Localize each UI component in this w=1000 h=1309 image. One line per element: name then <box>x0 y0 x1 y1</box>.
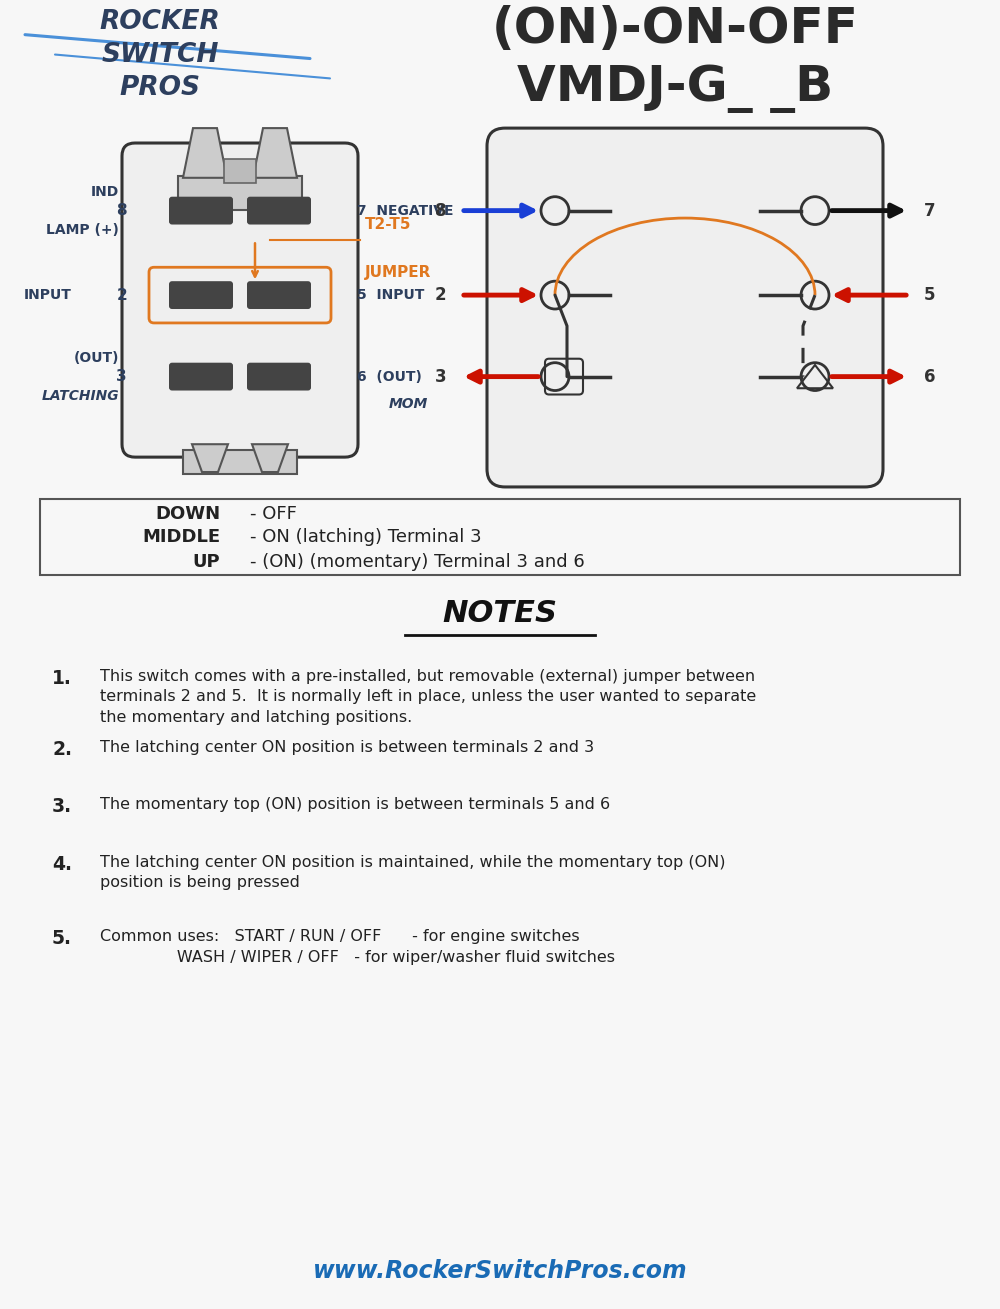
FancyBboxPatch shape <box>183 450 297 474</box>
Text: 8: 8 <box>434 202 446 220</box>
Text: (ON)-ON-OFF: (ON)-ON-OFF <box>492 5 858 52</box>
Text: DOWN: DOWN <box>155 505 220 524</box>
Text: 5: 5 <box>924 287 936 304</box>
Text: 5.: 5. <box>52 929 72 948</box>
Text: This switch comes with a pre-installed, but removable (external) jumper between
: This switch comes with a pre-installed, … <box>100 669 756 725</box>
Text: NOTES: NOTES <box>442 598 558 628</box>
Text: LATCHING: LATCHING <box>41 389 119 403</box>
FancyBboxPatch shape <box>247 196 311 225</box>
FancyBboxPatch shape <box>487 128 883 487</box>
Text: SWITCH: SWITCH <box>101 42 219 68</box>
FancyBboxPatch shape <box>178 175 302 209</box>
Text: www.RockerSwitchPros.com: www.RockerSwitchPros.com <box>313 1259 687 1283</box>
Text: IND: IND <box>91 185 119 199</box>
Polygon shape <box>192 444 228 473</box>
FancyBboxPatch shape <box>40 499 960 576</box>
Text: 6: 6 <box>924 368 936 386</box>
Text: 7: 7 <box>924 202 936 220</box>
Text: ROCKER: ROCKER <box>100 9 220 35</box>
Text: 4.: 4. <box>52 855 72 873</box>
Polygon shape <box>252 444 288 473</box>
Text: INPUT: INPUT <box>24 288 72 302</box>
Text: UP: UP <box>192 552 220 571</box>
FancyBboxPatch shape <box>224 158 256 183</box>
Text: PROS: PROS <box>120 76 200 101</box>
Text: - (ON) (momentary) Terminal 3 and 6: - (ON) (momentary) Terminal 3 and 6 <box>250 552 585 571</box>
Text: 3.: 3. <box>52 797 72 816</box>
Text: The latching center ON position is maintained, while the momentary top (ON)
posi: The latching center ON position is maint… <box>100 855 726 890</box>
Text: 1.: 1. <box>52 669 72 687</box>
Text: 6  (OUT): 6 (OUT) <box>357 369 422 384</box>
Text: 7  NEGATIVE: 7 NEGATIVE <box>357 204 454 217</box>
Polygon shape <box>183 128 227 178</box>
Text: 3: 3 <box>434 368 446 386</box>
Text: The momentary top (ON) position is between terminals 5 and 6: The momentary top (ON) position is betwe… <box>100 797 610 812</box>
Text: MOM: MOM <box>389 398 428 411</box>
Text: 5  INPUT: 5 INPUT <box>357 288 424 302</box>
Polygon shape <box>253 128 297 178</box>
Text: 8: 8 <box>116 203 127 219</box>
Text: 2.: 2. <box>52 741 72 759</box>
Text: T2-T5: T2-T5 <box>365 217 412 233</box>
FancyBboxPatch shape <box>247 363 311 390</box>
Text: (OUT): (OUT) <box>74 351 119 365</box>
FancyBboxPatch shape <box>169 281 233 309</box>
Text: 2: 2 <box>116 288 127 302</box>
Text: 2: 2 <box>434 287 446 304</box>
Text: The latching center ON position is between terminals 2 and 3: The latching center ON position is betwe… <box>100 741 594 755</box>
Text: Common uses:   START / RUN / OFF      - for engine switches
               WASH : Common uses: START / RUN / OFF - for eng… <box>100 929 615 965</box>
Text: LAMP (+): LAMP (+) <box>46 223 119 237</box>
FancyBboxPatch shape <box>169 196 233 225</box>
Text: - OFF: - OFF <box>250 505 297 524</box>
FancyBboxPatch shape <box>247 281 311 309</box>
Text: JUMPER: JUMPER <box>365 266 431 280</box>
Text: 3: 3 <box>116 369 127 384</box>
Text: MIDDLE: MIDDLE <box>142 528 220 546</box>
FancyBboxPatch shape <box>122 143 358 457</box>
Text: VMDJ-G_ _B: VMDJ-G_ _B <box>517 64 833 113</box>
Text: - ON (latching) Terminal 3: - ON (latching) Terminal 3 <box>250 528 482 546</box>
FancyBboxPatch shape <box>169 363 233 390</box>
